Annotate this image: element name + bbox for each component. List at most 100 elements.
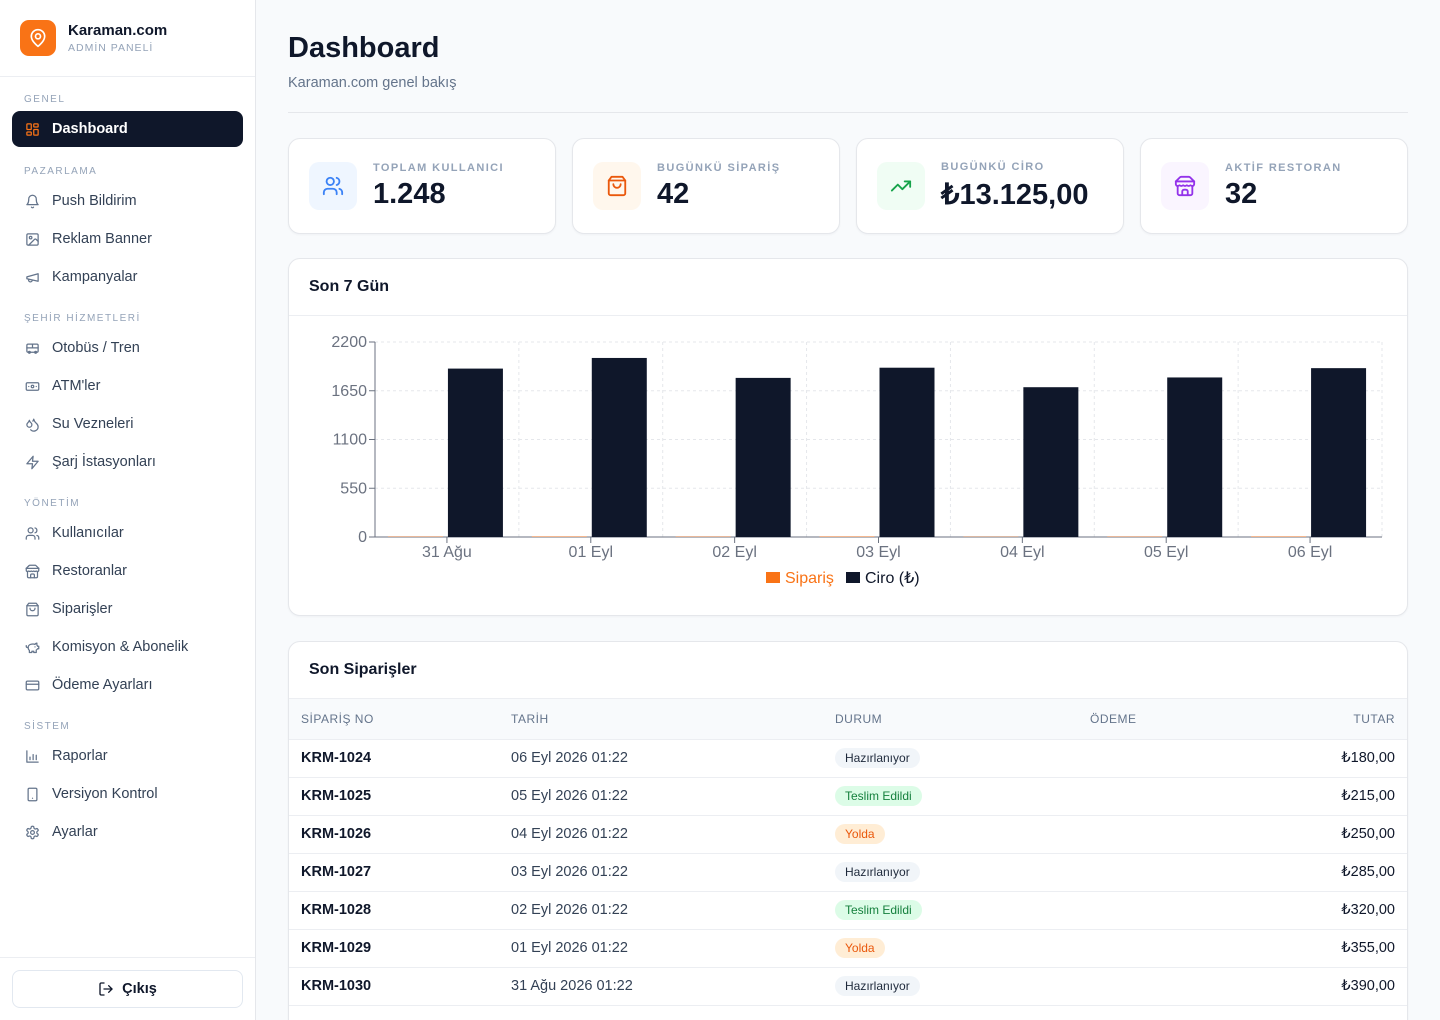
sidebar-item-label: Su Vezneleri [52,416,134,432]
bar-ciro [1167,377,1223,537]
image-icon [24,231,40,247]
table-row[interactable]: KRM-1029 01 Eyl 2026 01:22 Yolda ₺355,00 [289,929,1407,967]
x-tick-label: 02 Eyl [712,544,756,561]
table-row[interactable]: KRM-1030 31 Ağu 2026 01:22 Hazırlanıyor ₺39… [289,967,1407,1005]
sidebar-item-label: Versiyon Kontrol [52,786,158,802]
sidebar-item-push-bildirim[interactable]: Push Bildirim [12,183,243,219]
status-badge: Teslim Edildi [835,786,922,806]
y-tick-label: 550 [340,480,367,497]
bus-icon [24,340,40,356]
nav-section-pazarlama: PAZARLAMA [24,166,98,177]
sidebar-nav: GENEL Dashboard PAZARLAMA Push Bildirim Rekl… [0,93,255,850]
column-header-status[interactable]: DURUM [823,699,1078,740]
sidebar-item-kampanyalar[interactable]: Kampanyalar [12,259,243,295]
stat-value: ₺13.125,00 [941,178,1089,211]
store-icon [1161,162,1209,210]
order-payment [1078,777,1278,815]
sidebar-item-komisyon-abonelik[interactable]: Komisyon & Abonelik [12,629,243,665]
table-row[interactable]: KRM-1024 06 Eyl 2026 01:22 Hazırlanıyor ₺18… [289,739,1407,777]
sidebar-item-su-vezneleri[interactable]: Su Vezneleri [12,406,243,442]
sidebar-item-label: Kampanyalar [52,269,138,285]
log-out-icon [98,981,114,997]
column-header-total[interactable]: TUTAR [1278,699,1407,740]
order-date: 03 Eyl 2026 01:22 [511,864,628,880]
order-date: 01 Eyl 2026 01:22 [511,940,628,956]
brand-name: Karaman.com [68,22,168,39]
table-row[interactable]: KRM-1026 04 Eyl 2026 01:22 Yolda ₺250,00 [289,815,1407,853]
column-header-date[interactable]: TARİH [499,699,823,740]
users-icon [309,162,357,210]
bar-ciro [591,357,647,537]
sidebar-item-label: Restoranlar [52,563,127,579]
trending-up-icon [877,162,925,210]
y-tick-label: 1100 [333,432,368,449]
sidebar-item-kullanicilar[interactable]: Kullanıcılar [12,515,243,551]
credit-card-icon [24,677,40,693]
sidebar-item-label: Raporlar [52,748,108,764]
chart-card: Son 7 Gün 0 550 1100 1650 2200 31 Ağu 01 Eyl 02… [288,258,1408,616]
stat-label: BUGÜNKÜ CİRO [941,160,1045,173]
sidebar-item-label: Reklam Banner [52,231,152,247]
status-badge: Teslim Edildi [835,900,922,920]
nav-section-si-stem: SİSTEM [24,721,71,732]
sidebar-item-siparisler[interactable]: Siparişler [12,591,243,627]
order-payment [1078,853,1278,891]
brand-subtitle: ADMİN PANELİ [68,42,154,54]
chart-card-title: Son 7 Gün [289,259,1407,316]
order-date: 04 Eyl 2026 01:22 [511,826,628,842]
sidebar-item-restoranlar[interactable]: Restoranlar [12,553,243,589]
orders-table-header: SİPARİŞ NO TARİH DURUM ÖDEME TUTAR [289,699,1407,740]
sidebar-item-ayarlar[interactable]: Ayarlar [12,814,243,850]
x-tick-label: 01 Eyl [569,544,613,561]
page-title: Dashboard [288,32,440,64]
order-status-cell: Teslim Edildi [823,891,1078,929]
users-icon [24,525,40,541]
stat-value: 42 [657,177,690,210]
order-number: KRM-1029 [301,940,372,956]
sidebar-item-label: Komisyon & Abonelik [52,639,189,655]
orders-card-title: Son Siparişler [289,642,1407,699]
sidebar-item-label: Siparişler [52,601,113,617]
droplets-icon [24,416,40,432]
order-date: 02 Eyl 2026 01:22 [511,902,628,918]
order-number: KRM-1025 [301,788,372,804]
sidebar-item-dashboard[interactable]: Dashboard [12,111,243,147]
order-payment [1078,929,1278,967]
order-payment [1078,891,1278,929]
x-tick-label: 05 Eyl [1144,544,1188,561]
x-tick-label: 06 Eyl [1288,544,1332,561]
settings-icon [24,824,40,840]
orders-table: SİPARİŞ NO TARİH DURUM ÖDEME TUTAR KRM-1… [289,699,1407,1006]
order-total: ₺215,00 [1341,788,1395,804]
nav-section-sehi-r-hi-zmetleri: ŞEHİR HİZMETLERİ [24,313,141,324]
stat-card-bugunku-ci-ro: BUGÜNKÜ CİRO ₺13.125,00 [856,138,1124,234]
sidebar-item-reklam-banner[interactable]: Reklam Banner [12,221,243,257]
sidebar-item-atm-ler[interactable]: ATM'ler [12,368,243,404]
shopping-bag-icon [24,601,40,617]
logout-label: Çıkış [122,981,157,997]
column-header-order-no[interactable]: SİPARİŞ NO [289,699,499,740]
order-status-cell: Hazırlanıyor [823,853,1078,891]
logout-button[interactable]: Çıkış [12,970,243,1008]
sidebar-item-sarj-i-stasyonlari[interactable]: Şarj İstasyonları [12,444,243,480]
column-header-payment[interactable]: ÖDEME [1078,699,1278,740]
piggy-bank-icon [24,639,40,655]
orders-card: Son Siparişler SİPARİŞ NO TARİH DURUM ÖD… [288,641,1408,1020]
sidebar-item-versiyon-kontrol[interactable]: Versiyon Kontrol [12,776,243,812]
table-row[interactable]: KRM-1028 02 Eyl 2026 01:22 Teslim Edildi ₺3… [289,891,1407,929]
order-status-cell: Hazırlanıyor [823,739,1078,777]
sidebar-item-odeme-ayarlari[interactable]: Ödeme Ayarları [12,667,243,703]
sidebar-item-raporlar[interactable]: Raporlar [12,738,243,774]
bar-ciro [735,377,791,537]
brand[interactable]: Karaman.com ADMİN PANELİ [0,0,255,77]
sidebar-item-label: Dashboard [52,121,128,137]
sidebar-footer: Çıkış [0,957,255,1020]
status-badge: Hazırlanıyor [835,748,920,768]
sidebar-item-otobus-tren[interactable]: Otobüs / Tren [12,330,243,366]
nav-section-yoneti-m: YÖNETİM [24,498,81,509]
status-badge: Yolda [835,938,885,958]
table-row[interactable]: KRM-1025 05 Eyl 2026 01:22 Teslim Edildi ₺2… [289,777,1407,815]
order-date: 06 Eyl 2026 01:22 [511,750,628,766]
sidebar-item-label: Ödeme Ayarları [52,677,153,693]
table-row[interactable]: KRM-1027 03 Eyl 2026 01:22 Hazırlanıyor ₺28… [289,853,1407,891]
